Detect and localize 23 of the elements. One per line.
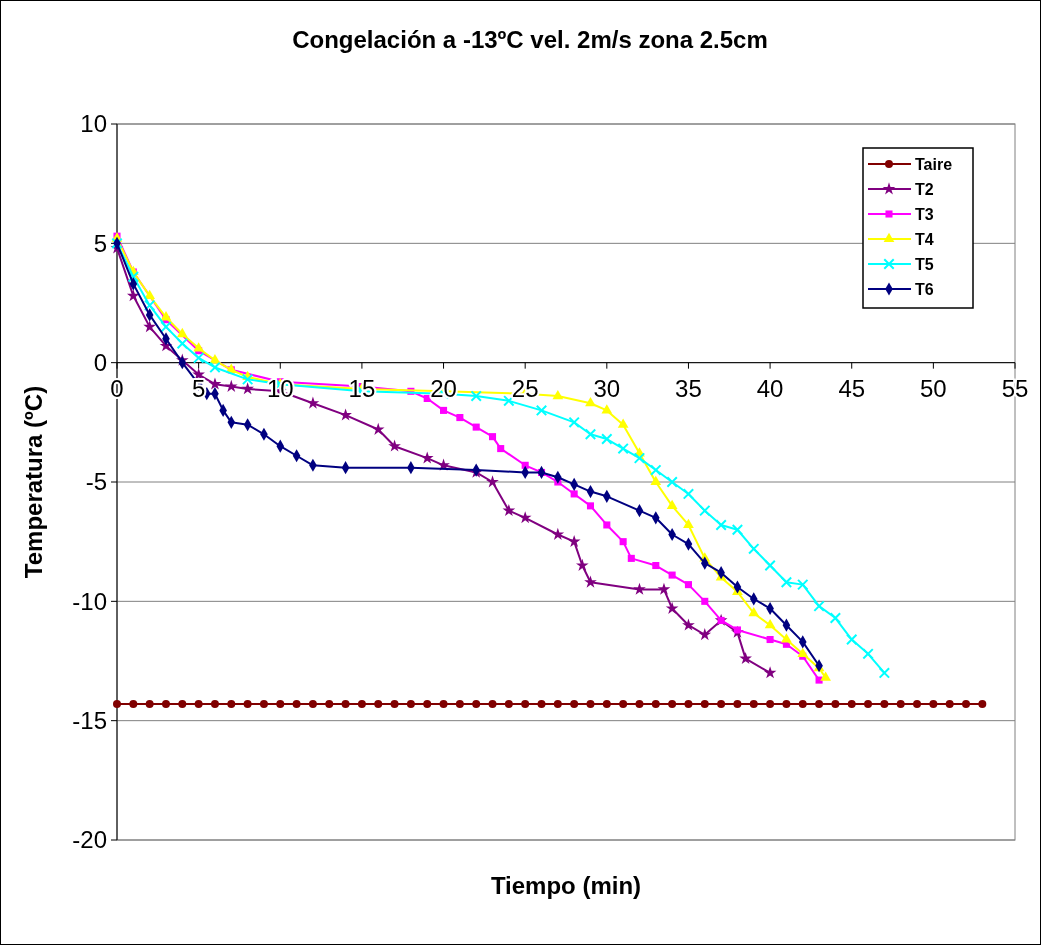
x-tick-label: 45 bbox=[838, 374, 866, 402]
y-tick-label: -10 bbox=[72, 587, 107, 615]
y-tick-label: -20 bbox=[72, 826, 107, 854]
x-tick-label: 55 bbox=[1001, 374, 1029, 402]
legend-label: T4 bbox=[915, 230, 934, 248]
x-axis-title: Tiempo (min) bbox=[490, 872, 642, 899]
x-tick-label: 15 bbox=[348, 374, 376, 402]
x-tick-label: 35 bbox=[675, 374, 702, 402]
x-tick-label: 50 bbox=[920, 374, 947, 402]
y-tick-label: 10 bbox=[80, 110, 107, 138]
chart-title: Congelación a -13ºC vel. 2m/s zona 2.5cm bbox=[292, 26, 768, 53]
y-tick-label: -5 bbox=[85, 468, 107, 496]
y-tick-label: 5 bbox=[93, 229, 107, 257]
legend-label: T5 bbox=[915, 255, 934, 273]
x-tick-label: 30 bbox=[593, 374, 621, 402]
legend-label: T2 bbox=[915, 180, 934, 198]
legend-label: T6 bbox=[915, 280, 934, 298]
y-tick-label: -15 bbox=[72, 707, 107, 735]
legend-label: T3 bbox=[915, 205, 934, 223]
y-tick-label: 0 bbox=[93, 349, 107, 377]
y-axis-title: Temperatura (ºC) bbox=[20, 385, 47, 579]
x-tick-label: 40 bbox=[756, 374, 784, 402]
legend-label: Taire bbox=[915, 155, 953, 173]
